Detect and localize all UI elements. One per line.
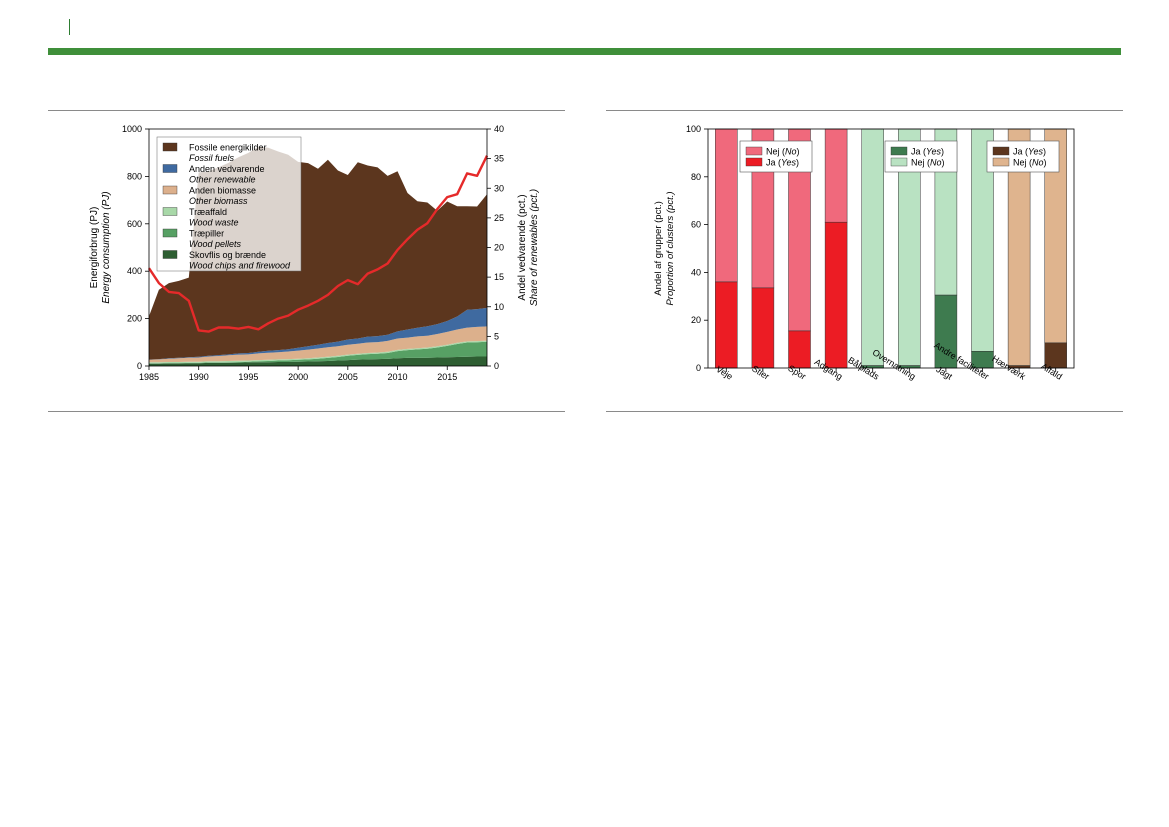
- legend-swatch-other-biomass: [162, 185, 178, 195]
- legend-swatch-no: [745, 146, 763, 156]
- header-band: [48, 48, 1121, 55]
- y-tick-label: 40: [691, 267, 701, 277]
- y2-tick-label: 30: [494, 183, 504, 193]
- y2-axis-title: Andel vedvarende (pct.): [517, 194, 528, 300]
- legend-group-1: Nej (No)Ja (Yes): [739, 140, 813, 173]
- y-tick-label: 60: [691, 220, 701, 230]
- legend-label-other-biomass: Anden biomasse: [189, 186, 256, 196]
- legend-label-other-renewable: Anden vedvarende: [189, 164, 265, 174]
- legend-label-no: Nej (No): [911, 158, 945, 168]
- area-wood-pellets: [149, 341, 487, 364]
- y-tick-label: 100: [686, 124, 701, 134]
- area-other-biomass: [149, 326, 487, 363]
- legend-swatch-other-renewable: [162, 164, 178, 173]
- y2-axis-title-en: Share of renewables (pct.): [529, 189, 540, 306]
- legend-group-3: Ja (Yes)Nej (No): [986, 140, 1060, 173]
- renewables-share-line: [148, 155, 489, 333]
- page-corner-mark: [69, 19, 70, 35]
- legend-swatch-fossil-fuels: [162, 142, 178, 152]
- y-tick-label: 400: [127, 266, 142, 276]
- legend-swatch-no: [992, 157, 1010, 167]
- x-tick-label: 1985: [139, 372, 159, 382]
- y2-tick-label: 25: [494, 213, 504, 223]
- legend-label-wood-waste: Træaffald: [189, 207, 227, 217]
- legend-swatch-yes: [890, 146, 908, 156]
- legend-swatch-wood-waste: [162, 207, 178, 216]
- legend-label-en-wood-waste: Wood waste: [189, 218, 239, 228]
- legend-swatch-yes: [992, 146, 1010, 156]
- legend-group-2: Ja (Yes)Nej (No): [884, 140, 958, 173]
- legend-swatch-yes: [745, 157, 763, 167]
- legend-label-en-wood-chips-and-firewood: Wood chips and firewood: [189, 261, 291, 271]
- legend-box: [739, 140, 813, 173]
- area-wood-chips-and-firewood: [149, 356, 487, 366]
- y2-tick-label: 35: [494, 154, 504, 164]
- legend-label-yes: Ja (Yes): [766, 158, 799, 168]
- bar-yes-adgang: [824, 221, 848, 369]
- x-tick-label: 2010: [388, 372, 408, 382]
- legend-label-yes: Ja (Yes): [911, 147, 944, 157]
- y2-tick-label: 20: [494, 243, 504, 253]
- y2-tick-label: 15: [494, 272, 504, 282]
- x-tick-label: 2015: [437, 372, 457, 382]
- legend-label-yes: Ja (Yes): [1013, 147, 1046, 157]
- legend-box: [156, 136, 302, 272]
- y-tick-label: 800: [127, 171, 142, 181]
- legend-label-no: Nej (No): [1013, 158, 1047, 168]
- y-tick-label: 600: [127, 219, 142, 229]
- legend-box: [986, 140, 1060, 173]
- legend-label-en-fossil-fuels: Fossil fuels: [189, 153, 235, 163]
- right-figure-bottom-rule: [606, 411, 1123, 412]
- x-tick-label: 2005: [338, 372, 358, 382]
- y-tick-label: 0: [137, 361, 142, 371]
- y-tick-label: 80: [691, 172, 701, 182]
- legend-box: [884, 140, 958, 173]
- legend-label-en-other-renewable: Other renewable: [189, 175, 256, 185]
- legend-label-en-wood-pellets: Wood pellets: [189, 239, 242, 249]
- y-tick-label: 0: [696, 363, 701, 373]
- y-axis-title: Andel af grupper (pct.): [653, 201, 664, 296]
- legend-label-wood-pellets: Træpiller: [189, 229, 224, 239]
- left-figure-top-rule: [48, 110, 565, 111]
- y-axis-title: Energiforbrug (PJ): [89, 207, 100, 289]
- legend-swatch-wood-chips-and-firewood: [162, 250, 178, 259]
- x-tick-label: 2000: [288, 372, 308, 382]
- y-axis-title-en: Proportion of clusters (pct.): [665, 191, 676, 305]
- y-tick-label: 1000: [122, 124, 142, 134]
- legend-swatch-no: [890, 157, 908, 167]
- y2-tick-label: 40: [494, 124, 504, 134]
- legend-label-en-other-biomass: Other biomass: [189, 196, 248, 206]
- bar-no-adgang: [824, 128, 848, 223]
- y2-tick-label: 5: [494, 331, 499, 341]
- bar-yes-stier: [751, 287, 775, 369]
- y-axis-title-en: Energy consumption (PJ): [101, 191, 112, 303]
- legend-label-wood-chips-and-firewood: Skovflis og brænde: [189, 250, 266, 260]
- right-figure-top-rule: [606, 110, 1123, 111]
- legend-label-no: Nej (No): [766, 147, 800, 157]
- legend-label-fossil-fuels: Fossile energikilder: [189, 143, 267, 153]
- legend-swatch-wood-pellets: [162, 228, 178, 238]
- bar-no-balplads: [861, 128, 884, 366]
- area-other-renewable: [149, 307, 487, 360]
- y2-tick-label: 0: [494, 361, 499, 371]
- y-tick-label: 200: [127, 314, 142, 324]
- y2-tick-label: 10: [494, 302, 504, 312]
- bar-yes-veje: [715, 281, 738, 369]
- y-tick-label: 20: [691, 315, 701, 325]
- x-tick-label: 1990: [189, 372, 209, 382]
- plot-frame: [707, 128, 1075, 369]
- bar-no-veje: [715, 128, 738, 283]
- left-figure-bottom-rule: [48, 411, 565, 412]
- x-tick-label: 1995: [238, 372, 258, 382]
